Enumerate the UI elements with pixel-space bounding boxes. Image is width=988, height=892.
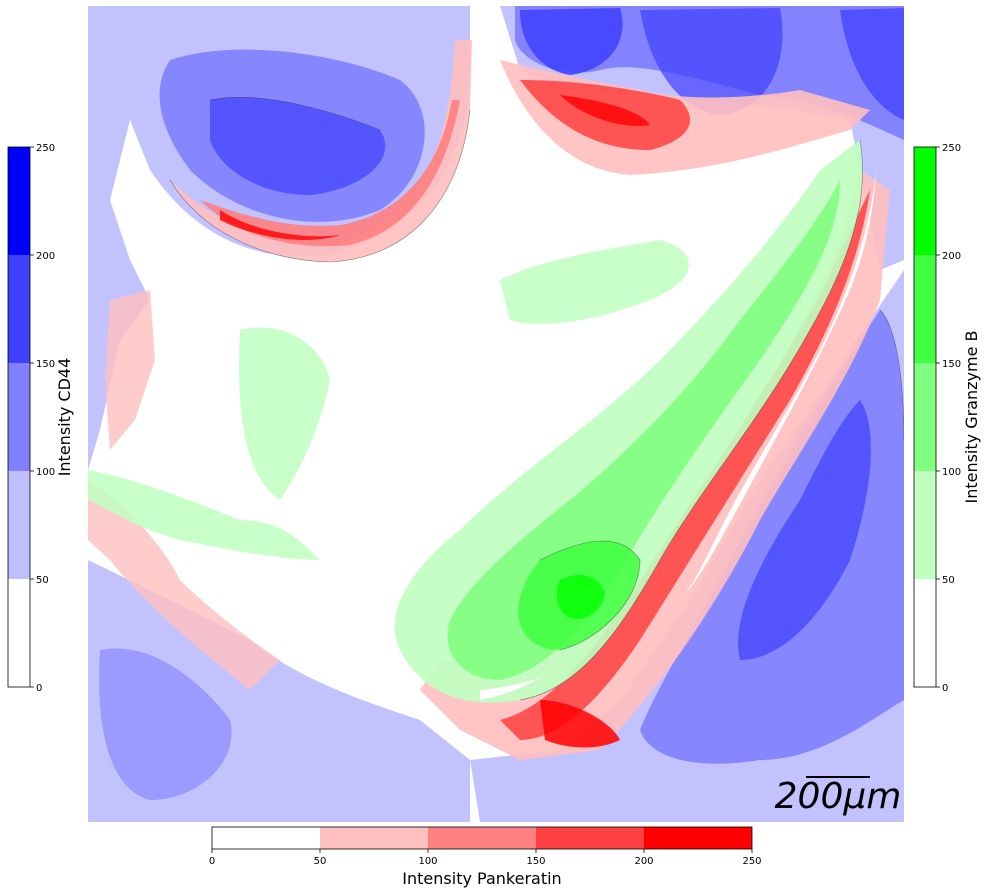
pankeratin-colorbar-bin-0 <box>212 827 320 849</box>
cd44-colorbar-tick-label-100: 100 <box>36 467 55 478</box>
cd44-colorbar-bin-4 <box>8 147 30 255</box>
granzyme-b-regions <box>88 140 863 703</box>
granzyme-level4 <box>556 575 605 619</box>
pankeratin-colorbar-tick-label-250: 250 <box>742 856 761 867</box>
granzyme-colorbar-bin-0 <box>914 579 936 687</box>
tissue-gap-lower <box>480 678 540 700</box>
colorbar-granzyme-b: 0 50 100 150 200 250 Intensity Granzyme B <box>913 143 981 694</box>
cd44-colorbar-tick-label-50: 50 <box>36 575 49 586</box>
granzyme-colorbar-label: Intensity Granzyme B <box>962 330 981 503</box>
cd44-colorbar-frame <box>7 146 31 688</box>
cd44-region-top-left-level3 <box>210 97 386 195</box>
cd44-colorbar-bin-1 <box>8 471 30 579</box>
granzyme-colorbar-tick-label-0: 0 <box>942 683 948 694</box>
cd44-colorbar-bin-2 <box>8 363 30 471</box>
pankeratin-colorbar-label: Intensity Pankeratin <box>402 869 561 888</box>
pankeratin-colorbar-bin-4 <box>644 827 752 849</box>
contour-lines <box>169 97 904 701</box>
cd44-region-bottom-right-level3 <box>738 400 871 660</box>
granzyme-colorbar-tick-label-200: 200 <box>942 251 961 262</box>
scale-bar: 200μm <box>775 776 902 817</box>
pankeratin-arc-left-level4 <box>220 210 340 240</box>
granzyme-colorbar-bin-3 <box>914 255 936 363</box>
granzyme-middle-scatter-level1 <box>239 327 330 500</box>
granzyme-colorbar-bin-1 <box>914 471 936 579</box>
contour-line-3 <box>879 309 904 441</box>
contour-line-4 <box>209 97 381 131</box>
cd44-region-top-right-level3b <box>640 8 783 115</box>
pankeratin-diagonal-band-level1 <box>420 170 890 760</box>
colorbar-cd44: 0 50 100 150 200 250 Intensity CD44 <box>7 143 74 694</box>
cd44-colorbar-tick-label-250: 250 <box>36 143 55 154</box>
pankeratin-colorbar-frame <box>211 826 753 850</box>
cd44-region-top-right-level3c <box>840 8 904 120</box>
pankeratin-arc-left-level2 <box>200 100 460 247</box>
pankeratin-left-vertical-level1 <box>105 290 155 450</box>
cd44-colorbar-bin-3 <box>8 255 30 363</box>
cd44-region-bottom-left-level2 <box>99 648 232 800</box>
cd44-colorbar-label: Intensity CD44 <box>55 358 74 477</box>
granzyme-colorbar-tick-label-150: 150 <box>942 359 961 370</box>
cd44-region-bottom-right-level2 <box>640 310 904 764</box>
granzyme-colorbar-tick-label-250: 250 <box>942 143 961 154</box>
pankeratin-regions <box>88 40 890 760</box>
pankeratin-colorbar-bin-1 <box>320 827 428 849</box>
pankeratin-colorbar-bin-3 <box>536 827 644 849</box>
contour-line-2 <box>519 139 863 701</box>
pankeratin-left-band-level1 <box>88 480 280 690</box>
granzyme-level2 <box>447 180 840 680</box>
pankeratin-bottom-center-level4 <box>540 700 620 748</box>
scale-bar-label: 200μm <box>775 776 902 817</box>
contour-plot-area <box>88 6 904 822</box>
granzyme-colorbar-tick-label-50: 50 <box>942 575 955 586</box>
pankeratin-colorbar-tick-label-50: 50 <box>314 856 327 867</box>
pankeratin-colorbar-tick-label-200: 200 <box>634 856 653 867</box>
granzyme-colorbar-frame <box>913 146 937 688</box>
cd44-region-top-right-level3 <box>520 8 623 75</box>
cd44-colorbar-tick-label-150: 150 <box>36 359 55 370</box>
cd44-colorbar-tick-label-0: 0 <box>36 683 42 694</box>
pankeratin-top-right-level4 <box>560 95 650 126</box>
pankeratin-colorbar-tick-label-150: 150 <box>526 856 545 867</box>
granzyme-colorbar-bin-4 <box>914 147 936 255</box>
colorbar-pankeratin: 0 50 100 150 200 250 Intensity Pankeratin <box>209 826 762 888</box>
granzyme-colorbar-bin-2 <box>914 363 936 471</box>
pankeratin-colorbar-tick-label-0: 0 <box>209 856 215 867</box>
granzyme-left-scatter-level1 <box>88 470 320 560</box>
cd44-colorbar-tick-label-200: 200 <box>36 251 55 262</box>
contour-line-1 <box>169 109 471 263</box>
cd44-colorbar-bin-0 <box>8 579 30 687</box>
granzyme-top-scatter-level1 <box>500 240 689 324</box>
pankeratin-colorbar-tick-label-100: 100 <box>418 856 437 867</box>
pankeratin-colorbar-bin-2 <box>428 827 536 849</box>
granzyme-colorbar-tick-label-100: 100 <box>942 467 961 478</box>
